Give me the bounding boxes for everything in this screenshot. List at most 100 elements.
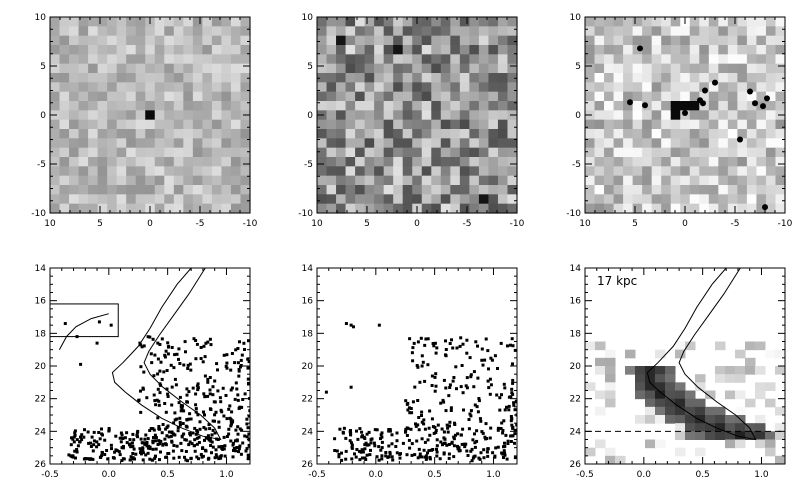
data-point [170, 403, 174, 407]
heatmap-cell [374, 91, 385, 102]
heatmap-cell [154, 45, 165, 55]
heatmap-cell [765, 110, 777, 121]
heatmap-cell [221, 157, 232, 167]
heatmap-cell [145, 101, 156, 111]
heatmap-cell [632, 101, 643, 111]
data-point [196, 430, 200, 434]
heatmap-cell [78, 110, 89, 121]
data-point [247, 339, 250, 343]
heatmap-cell [604, 91, 615, 102]
heatmap-cell [450, 26, 461, 37]
heatmap-cell [708, 157, 719, 167]
data-point [178, 416, 182, 420]
heatmap-cell [623, 54, 634, 65]
heatmap-cell [689, 35, 700, 46]
heatmap-cell [412, 73, 423, 83]
data-point [408, 446, 412, 450]
data-point [444, 409, 448, 413]
heatmap-cell [623, 175, 634, 186]
data-point [220, 446, 224, 450]
heatmap-cell [585, 91, 596, 102]
data-point [174, 383, 178, 387]
heatmap-cell [431, 73, 442, 83]
data-point [244, 449, 248, 453]
heatmap-cell [317, 17, 328, 27]
heatmap-cell [635, 366, 646, 375]
data-point [416, 340, 420, 344]
heatmap-cell [412, 35, 423, 46]
data-point [185, 418, 189, 422]
heatmap-cell [746, 157, 758, 167]
data-point [391, 458, 395, 462]
heatmap-cell [699, 119, 710, 130]
heatmap-cell [695, 423, 706, 432]
data-point [453, 423, 457, 426]
heatmap-cell [478, 185, 490, 195]
heatmap-cell [632, 63, 643, 74]
data-point [120, 433, 124, 437]
data-point [224, 394, 228, 397]
heatmap-cell [642, 73, 653, 83]
heatmap-cell [145, 185, 156, 195]
heatmap-cell [450, 203, 461, 214]
data-point [172, 456, 176, 460]
data-point [435, 450, 439, 454]
heatmap-cell [675, 398, 686, 408]
data-point [462, 408, 465, 412]
data-point [211, 385, 215, 389]
heatmap-cell [623, 138, 634, 149]
heatmap-cell [450, 101, 461, 111]
data-point [141, 458, 145, 462]
data-point [152, 393, 156, 397]
x-tick-label: 0 [147, 219, 153, 229]
data-point [428, 433, 432, 437]
heatmap-cell [126, 166, 137, 177]
heatmap-cell [623, 63, 634, 74]
data-point [73, 431, 77, 435]
data-point [419, 336, 423, 340]
heatmap-cell [326, 129, 337, 139]
heatmap-cell [670, 63, 681, 74]
heatmap-cell [164, 45, 175, 55]
heatmap-cell [383, 17, 394, 27]
heatmap-cell [440, 17, 451, 27]
heatmap-cell [440, 129, 451, 139]
y-tick-label: 24 [570, 427, 582, 437]
heatmap-cell [585, 73, 596, 83]
heatmap-cell [689, 203, 700, 214]
data-point [246, 457, 250, 461]
data-point [192, 444, 196, 448]
heatmap-cell [202, 17, 213, 27]
data-point [120, 446, 124, 450]
data-point [476, 376, 480, 380]
heatmap-cell [459, 82, 470, 93]
heatmap-cell [661, 82, 672, 93]
y-tick-label: 0 [575, 111, 581, 121]
data-point [189, 368, 193, 372]
heatmap-cell [645, 415, 656, 424]
data-point [367, 443, 371, 447]
heatmap-cell [651, 54, 662, 65]
heatmap-cell [661, 101, 672, 111]
data-point [155, 398, 159, 402]
data-point [194, 407, 198, 411]
heatmap-cell [450, 45, 461, 55]
heatmap-cell [642, 45, 653, 55]
heatmap-cell [478, 175, 490, 186]
heatmap-cell [507, 138, 518, 149]
heatmap-cell [211, 203, 223, 214]
heatmap-cell [765, 101, 777, 111]
heatmap-cell [746, 17, 758, 27]
heatmap-cell [469, 194, 480, 205]
heatmap-cell [705, 390, 716, 400]
heatmap-cell [488, 157, 499, 167]
heatmap-cell [317, 54, 328, 65]
heatmap-cell [211, 63, 223, 74]
heatmap-cell [632, 203, 643, 214]
data-point [502, 456, 505, 459]
data-point [375, 428, 379, 432]
heatmap-cell [393, 101, 404, 111]
data-point [185, 387, 189, 391]
heatmap-cell [670, 203, 681, 214]
heatmap-cell [393, 35, 404, 46]
